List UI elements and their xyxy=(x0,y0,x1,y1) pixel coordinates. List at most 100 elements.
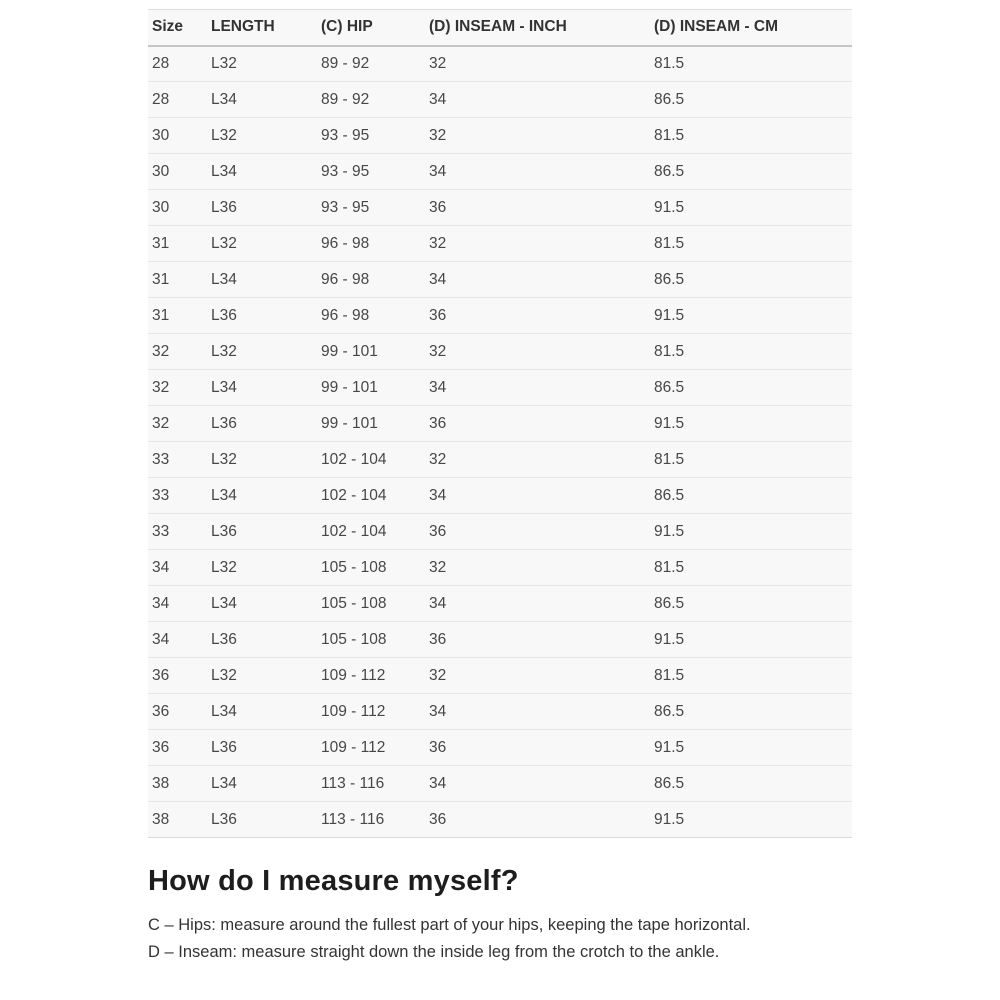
cell-inseam-inch: 34 xyxy=(425,477,650,514)
table-row: 32 L36 99 - 101 36 91.5 xyxy=(148,405,852,442)
column-header-size: Size xyxy=(148,9,207,47)
cell-size: 30 xyxy=(148,117,207,154)
cell-length: L36 xyxy=(207,621,317,658)
cell-hip: 93 - 95 xyxy=(317,117,425,154)
table-row: 38 L36 113 - 116 36 91.5 xyxy=(148,801,852,838)
cell-size: 34 xyxy=(148,549,207,586)
column-header-inseam-cm: (D) INSEAM - CM xyxy=(650,9,852,47)
cell-inseam-inch: 34 xyxy=(425,153,650,190)
cell-hip: 109 - 112 xyxy=(317,729,425,766)
cell-inseam-cm: 81.5 xyxy=(650,441,852,478)
cell-size: 36 xyxy=(148,693,207,730)
cell-size: 32 xyxy=(148,369,207,406)
cell-hip: 96 - 98 xyxy=(317,297,425,334)
cell-hip: 109 - 112 xyxy=(317,693,425,730)
cell-size: 28 xyxy=(152,54,170,72)
cell-size: 38 xyxy=(148,765,207,802)
cell-inseam-cm: 91.5 xyxy=(650,729,852,766)
cell-size: 36 xyxy=(148,729,207,766)
size-table-body: 28 L32 89 - 92 32 81.5 28 L34 89 - 92 34 86.5 30 L3… xyxy=(148,46,852,838)
cell-inseam-inch: 32 xyxy=(425,225,650,262)
page-title: How do I measure myself? xyxy=(148,865,519,897)
size-chart-header: Size LENGTH (C) HIP (D) INSEAM - INCH (D… xyxy=(148,9,852,47)
cell-size: 34 xyxy=(148,621,207,658)
table-row: 36 L32 109 - 112 32 81.5 xyxy=(148,657,852,694)
cell-size: 32 xyxy=(148,333,207,370)
cell-length: L32 xyxy=(207,225,317,262)
cell-length: L32 xyxy=(211,54,237,72)
cell-hip: 109 - 112 xyxy=(317,657,425,694)
cell-length: L36 xyxy=(207,513,317,550)
table-row: 31 L34 96 - 98 34 86.5 xyxy=(148,261,852,298)
cell-hip: 99 - 101 xyxy=(317,333,425,370)
cell-hip: 89 - 92 xyxy=(317,81,425,118)
cell-inseam-cm: 86.5 xyxy=(650,765,852,802)
cell-length: L34 xyxy=(207,765,317,802)
cell-hip: 113 - 116 xyxy=(317,801,425,838)
table-row: 33 L36 102 - 104 36 91.5 xyxy=(148,513,852,550)
table-row: 28 L34 89 - 92 34 86.5 xyxy=(148,81,852,118)
cell-length: L34 xyxy=(207,261,317,298)
cell-length: L34 xyxy=(207,585,317,622)
table-row: 34 L34 105 - 108 34 86.5 xyxy=(148,585,852,622)
cell-hip: 93 - 95 xyxy=(317,189,425,226)
cell-inseam-cm: 81.5 xyxy=(650,657,852,694)
table-row: 32 L34 99 - 101 34 86.5 xyxy=(148,369,852,406)
cell-length: L36 xyxy=(207,297,317,334)
cell-inseam-cm: 86.5 xyxy=(650,153,852,190)
cell-hip: 99 - 101 xyxy=(317,405,425,442)
cell-hip: 96 - 98 xyxy=(317,261,425,298)
cell-inseam-inch: 34 xyxy=(425,369,650,406)
cell-inseam-inch: 34 xyxy=(425,693,650,730)
cell-inseam-inch: 36 xyxy=(425,405,650,442)
cell-size: 33 xyxy=(148,477,207,514)
cell-hip: 102 - 104 xyxy=(317,477,425,514)
cell-inseam-inch: 32 xyxy=(425,441,650,478)
cell-inseam-cm: 91.5 xyxy=(650,405,852,442)
measure-instructions: C – Hips: measure around the fullest par… xyxy=(148,912,852,966)
cell-inseam-cm: 81.5 xyxy=(650,333,852,370)
cell-length: L32 xyxy=(207,549,317,586)
cell-size: 34 xyxy=(148,585,207,622)
cell-inseam-inch: 36 xyxy=(425,621,650,658)
cell-length: L32 xyxy=(207,657,317,694)
cell-inseam-cm: 86.5 xyxy=(650,585,852,622)
cell-size: 31 xyxy=(148,261,207,298)
cell-inseam-cm: 86.5 xyxy=(650,369,852,406)
cell-inseam-cm: 86.5 xyxy=(650,693,852,730)
table-row: 30 L36 93 - 95 36 91.5 xyxy=(148,189,852,226)
table-row: 32 L32 99 - 101 32 81.5 xyxy=(148,333,852,370)
cell-inseam-cm: 81.5 xyxy=(650,117,852,154)
table-row: 30 L32 93 - 95 32 81.5 xyxy=(148,117,852,154)
cell-hip: 93 - 95 xyxy=(317,153,425,190)
cell-length: L32 xyxy=(207,333,317,370)
cell-length: L36 xyxy=(207,405,317,442)
cell-size: 30 xyxy=(148,153,207,190)
cell-inseam-inch: 32 xyxy=(429,54,447,72)
cell-size: 30 xyxy=(148,189,207,226)
cell-hip: 102 - 104 xyxy=(317,513,425,550)
cell-size: 38 xyxy=(148,801,207,838)
cell-length: L34 xyxy=(207,81,317,118)
cell-hip: 105 - 108 xyxy=(317,585,425,622)
size-guide-content: Size LENGTH (C) HIP (D) INSEAM - INCH (D… xyxy=(148,0,852,966)
cell-inseam-inch: 34 xyxy=(425,261,650,298)
cell-inseam-cm: 86.5 xyxy=(650,477,852,514)
table-row: 30 L34 93 - 95 34 86.5 xyxy=(148,153,852,190)
table-row: 31 L32 96 - 98 32 81.5 xyxy=(148,225,852,262)
cell-size: 32 xyxy=(148,405,207,442)
cell-hip: 105 - 108 xyxy=(317,621,425,658)
header-row: Size LENGTH (C) HIP (D) INSEAM - INCH (D… xyxy=(148,9,852,47)
cell-inseam-inch: 36 xyxy=(425,729,650,766)
cell-inseam-inch: 34 xyxy=(425,81,650,118)
table-row: 36 L36 109 - 112 36 91.5 xyxy=(148,729,852,766)
cell-inseam-cm: 91.5 xyxy=(650,297,852,334)
cell-hip: 102 - 104 xyxy=(317,441,425,478)
column-header-hip: (C) HIP xyxy=(317,9,425,47)
table-row: 38 L34 113 - 116 34 86.5 xyxy=(148,765,852,802)
cell-size: 31 xyxy=(148,297,207,334)
cell-inseam-cm: 86.5 xyxy=(650,81,852,118)
cell-hip: 89 - 92 xyxy=(321,54,370,72)
cell-length: L34 xyxy=(207,153,317,190)
cell-size: 31 xyxy=(148,225,207,262)
